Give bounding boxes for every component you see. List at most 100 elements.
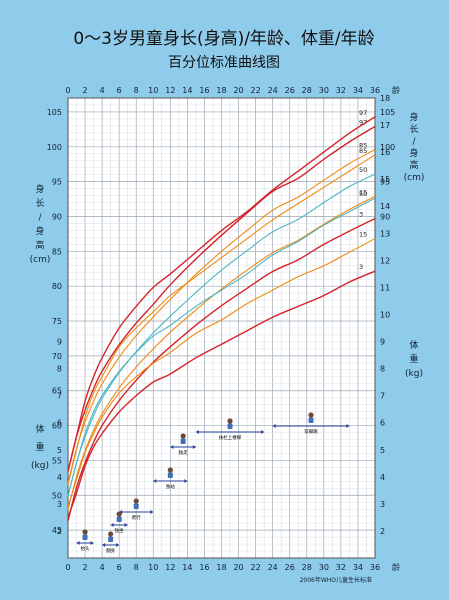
child-figure-icon <box>133 503 139 509</box>
y-tick-label: 8 <box>380 365 385 374</box>
x-tick-label: 0 <box>65 86 70 95</box>
y-tick-label: 14 <box>380 202 390 211</box>
x-axis-bottom-unit: 龄 <box>392 562 400 572</box>
percentile-label-3: 3 <box>359 211 363 219</box>
x-axis-bottom: 0 2 4 6 8 10 12 14 16 18 20 22 24 26 28 30 32 34 36 <box>65 563 380 572</box>
x-tick-label: 12 <box>165 563 175 572</box>
y-tick-label: 7 <box>57 392 62 401</box>
y-tick-label: 45 <box>52 526 62 535</box>
child-figure-icon <box>180 438 186 444</box>
x-tick-label: 26 <box>285 563 295 572</box>
x-tick-label: 10 <box>148 563 158 572</box>
milestone-label: 翻身 <box>106 547 115 554</box>
y-tick-label: 3 <box>57 500 62 509</box>
y-tick-label: 2 <box>57 527 62 536</box>
child-figure-icon <box>116 516 122 522</box>
milestone-arrow-right <box>184 479 188 483</box>
percentile-label-85: 85 <box>359 142 367 150</box>
y-axis-length-right-title: 身长/身高(cm) <box>404 111 425 183</box>
axis-title-char: 身 <box>409 147 418 159</box>
x-tick-label: 30 <box>319 86 329 95</box>
y-tick-label: 11 <box>380 283 390 292</box>
milestone-arrow-left <box>102 543 106 547</box>
x-tick-label: 10 <box>148 86 158 95</box>
child-figure-icon <box>308 412 314 418</box>
child-figure-icon <box>167 467 173 473</box>
percentile-curve-50 <box>67 197 376 496</box>
x-axis-top-unit: 龄 <box>392 85 400 95</box>
milestone-label: 独站 <box>166 483 175 490</box>
child-figure-icon <box>227 418 233 424</box>
axis-title-char: 高 <box>35 239 44 251</box>
y-axis-length-right: 90 95 100 105 <box>380 108 395 222</box>
y-axis-weight-left-title: 体重 (kg) <box>31 423 49 471</box>
y-tick-label: 12 <box>380 256 390 265</box>
y-tick-label: 65 <box>52 387 62 396</box>
child-figure-icon <box>108 531 114 537</box>
y-tick-label: 7 <box>380 392 385 401</box>
milestone-label: 扶栏上楼梯 <box>219 434 242 441</box>
y-tick-label: 2 <box>380 527 385 536</box>
source-note: 2006年WHO儿童生长标准 <box>300 576 372 584</box>
x-tick-label: 28 <box>302 563 312 572</box>
y-tick-label: 4 <box>57 473 62 482</box>
axis-title-char: (cm) <box>404 173 425 183</box>
motor-milestones: 抬头 翻身 独坐 爬行 独站 独走 扶栏上楼梯 双脚跳 <box>76 412 350 554</box>
x-tick-label: 22 <box>251 563 261 572</box>
y-tick-label: 95 <box>52 178 62 187</box>
axis-title-char: 重 <box>35 441 44 453</box>
x-tick-label: 34 <box>353 86 363 95</box>
milestone-arrow-right <box>150 510 154 514</box>
percentile-curve-97 <box>67 125 376 472</box>
x-tick-label: 22 <box>251 86 261 95</box>
milestone-arrow-right <box>124 523 128 527</box>
x-tick-label: 24 <box>268 563 278 572</box>
y-tick-label: 3 <box>380 500 385 509</box>
y-tick-label: 4 <box>380 473 385 482</box>
child-figure-icon <box>108 536 114 542</box>
milestone-label: 独走 <box>179 449 188 456</box>
y-tick-label: 85 <box>52 247 62 256</box>
percentile-label-3: 3 <box>359 263 363 271</box>
axis-title-char: 重 <box>409 353 418 365</box>
axis-title-char: 身 <box>35 183 44 195</box>
x-tick-label: 26 <box>285 86 295 95</box>
milestone-label: 独坐 <box>115 527 124 534</box>
y-tick-label: 13 <box>380 229 390 238</box>
y-tick-label: 105 <box>380 108 395 117</box>
percentile-curve-15 <box>67 195 376 511</box>
y-tick-label: 90 <box>52 212 62 221</box>
percentile-label-97: 97 <box>359 119 367 127</box>
y-tick-label: 50 <box>52 491 62 500</box>
milestone-label: 爬行 <box>132 514 141 521</box>
percentile-curve-85 <box>67 154 376 486</box>
y-tick-label: 6 <box>380 419 385 428</box>
milestone-label: 双脚跳 <box>304 428 318 435</box>
y-tick-label: 75 <box>52 317 62 326</box>
y-tick-label: 95 <box>380 178 390 187</box>
x-tick-label: 2 <box>83 563 88 572</box>
percentile-curve-85 <box>67 149 376 483</box>
milestone-label: 抬头 <box>81 545 90 552</box>
x-tick-label: 16 <box>199 86 209 95</box>
milestone-arrow-left <box>110 523 114 527</box>
y-tick-label: 100 <box>380 143 395 152</box>
x-tick-label: 30 <box>319 563 329 572</box>
y-tick-label: 90 <box>380 212 390 221</box>
x-tick-label: 8 <box>134 86 139 95</box>
x-tick-label: 8 <box>134 563 139 572</box>
percentile-curve-15 <box>67 238 376 507</box>
y-axis-weight-left: 2 3 4 5 6 7 8 9 <box>57 338 62 536</box>
milestone-arrow-left <box>272 424 276 428</box>
x-tick-label: 32 <box>336 563 346 572</box>
x-tick-label: 6 <box>117 563 122 572</box>
milestone-arrow-right <box>346 424 350 428</box>
y-tick-label: 9 <box>380 338 385 347</box>
axis-title-char: / <box>412 137 416 147</box>
axis-title-char: (kg) <box>31 461 49 471</box>
axis-title-char: 长 <box>409 123 418 135</box>
y-tick-label: 105 <box>47 108 62 117</box>
y-tick-label: 100 <box>47 143 62 152</box>
x-tick-label: 36 <box>370 563 380 572</box>
y-tick-label: 55 <box>52 456 62 465</box>
